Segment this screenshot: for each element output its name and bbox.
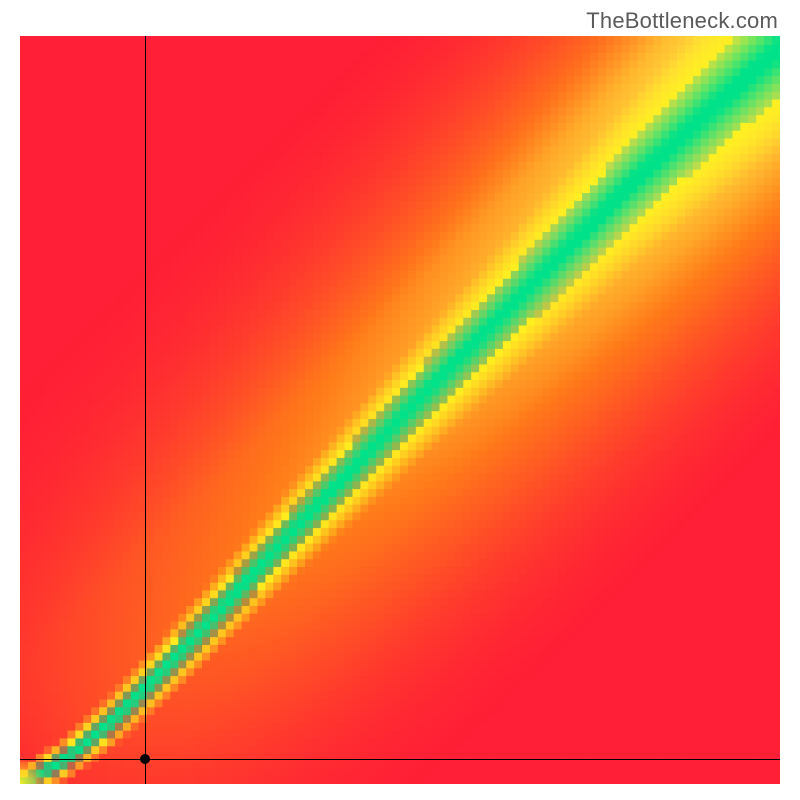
crosshair-marker [140,754,150,764]
crosshair-horizontal [20,759,780,760]
crosshair-vertical [145,36,146,784]
heatmap-canvas [20,36,780,784]
heatmap-plot [20,36,780,784]
watermark-text: TheBottleneck.com [586,8,778,34]
